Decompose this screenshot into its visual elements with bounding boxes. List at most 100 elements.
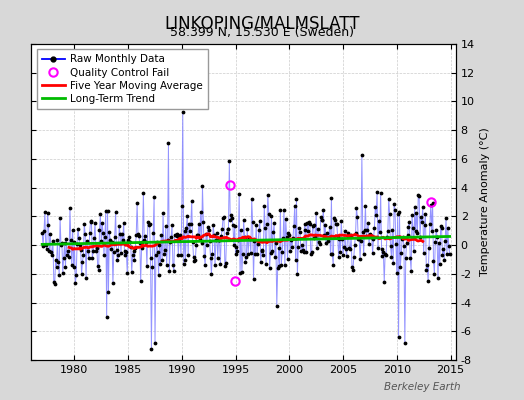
Point <box>332 221 340 227</box>
Point <box>187 220 195 227</box>
Point <box>444 243 453 250</box>
Point <box>262 261 270 267</box>
Point <box>213 255 222 261</box>
Point <box>228 215 236 222</box>
Point <box>358 229 367 236</box>
Point <box>327 195 335 202</box>
Point <box>417 214 425 220</box>
Point <box>402 240 411 246</box>
Point <box>305 218 313 225</box>
Point <box>329 262 337 268</box>
Point <box>147 345 156 352</box>
Point <box>134 231 142 238</box>
Point <box>311 233 320 240</box>
Point <box>363 226 372 233</box>
Point <box>430 271 439 277</box>
Point <box>343 253 351 260</box>
Point <box>41 242 50 248</box>
Point <box>266 264 274 271</box>
Point <box>61 264 70 270</box>
Point <box>270 220 278 226</box>
Point <box>139 189 148 196</box>
Point <box>159 210 167 216</box>
Point <box>231 223 239 229</box>
Point <box>109 280 117 286</box>
Point <box>84 255 93 261</box>
Point <box>246 236 254 242</box>
Point <box>414 192 422 198</box>
Point <box>353 214 362 220</box>
Point <box>133 200 141 207</box>
Point <box>389 260 397 266</box>
Point <box>304 228 312 234</box>
Point <box>89 248 97 254</box>
Point <box>150 194 158 200</box>
Point <box>314 226 322 232</box>
Point <box>244 250 253 257</box>
Point <box>182 225 191 231</box>
Point <box>385 196 393 202</box>
Point <box>177 252 185 258</box>
Point <box>242 254 250 261</box>
Point <box>230 242 238 248</box>
Point <box>422 266 431 273</box>
Point <box>318 216 326 223</box>
Point <box>208 251 216 257</box>
Point <box>161 247 169 253</box>
Point <box>401 340 409 346</box>
Point <box>249 276 258 282</box>
Point <box>418 218 426 225</box>
Point <box>413 230 422 236</box>
Point <box>181 257 190 263</box>
Point <box>57 242 65 249</box>
Point <box>445 250 454 257</box>
Point <box>135 233 143 240</box>
Point <box>185 228 194 234</box>
Point <box>223 226 232 233</box>
Point <box>226 216 234 223</box>
Point <box>392 270 401 276</box>
Point <box>115 223 123 229</box>
Point <box>386 243 395 250</box>
Point <box>204 227 213 233</box>
Point <box>267 213 276 219</box>
Point <box>165 268 173 274</box>
Point <box>180 228 189 234</box>
Point <box>324 238 332 244</box>
Point <box>184 252 192 258</box>
Point <box>291 257 300 264</box>
Point <box>146 255 155 262</box>
Point <box>397 250 406 256</box>
Point <box>234 237 243 243</box>
Point <box>60 240 69 247</box>
Point <box>221 262 229 269</box>
Point <box>403 232 412 239</box>
Point <box>205 238 214 244</box>
Point <box>281 216 290 222</box>
Point <box>313 245 321 251</box>
Point <box>195 236 204 242</box>
Point <box>411 228 420 234</box>
Y-axis label: Temperature Anomaly (°C): Temperature Anomaly (°C) <box>481 128 490 276</box>
Point <box>387 254 396 260</box>
Point <box>236 270 244 276</box>
Point <box>289 235 297 241</box>
Point <box>340 244 348 250</box>
Point <box>155 272 163 278</box>
Point <box>202 231 210 238</box>
Point <box>386 210 394 217</box>
Point <box>367 234 375 240</box>
Point <box>328 251 336 258</box>
Point <box>377 246 386 252</box>
Point <box>206 255 215 262</box>
Point <box>253 251 261 258</box>
Point <box>404 224 412 230</box>
Point <box>45 248 53 255</box>
Point <box>388 227 397 233</box>
Point <box>144 219 152 225</box>
Point <box>124 237 133 244</box>
Point <box>345 245 354 251</box>
Point <box>297 248 305 254</box>
Point <box>91 220 99 226</box>
Point <box>364 220 373 226</box>
